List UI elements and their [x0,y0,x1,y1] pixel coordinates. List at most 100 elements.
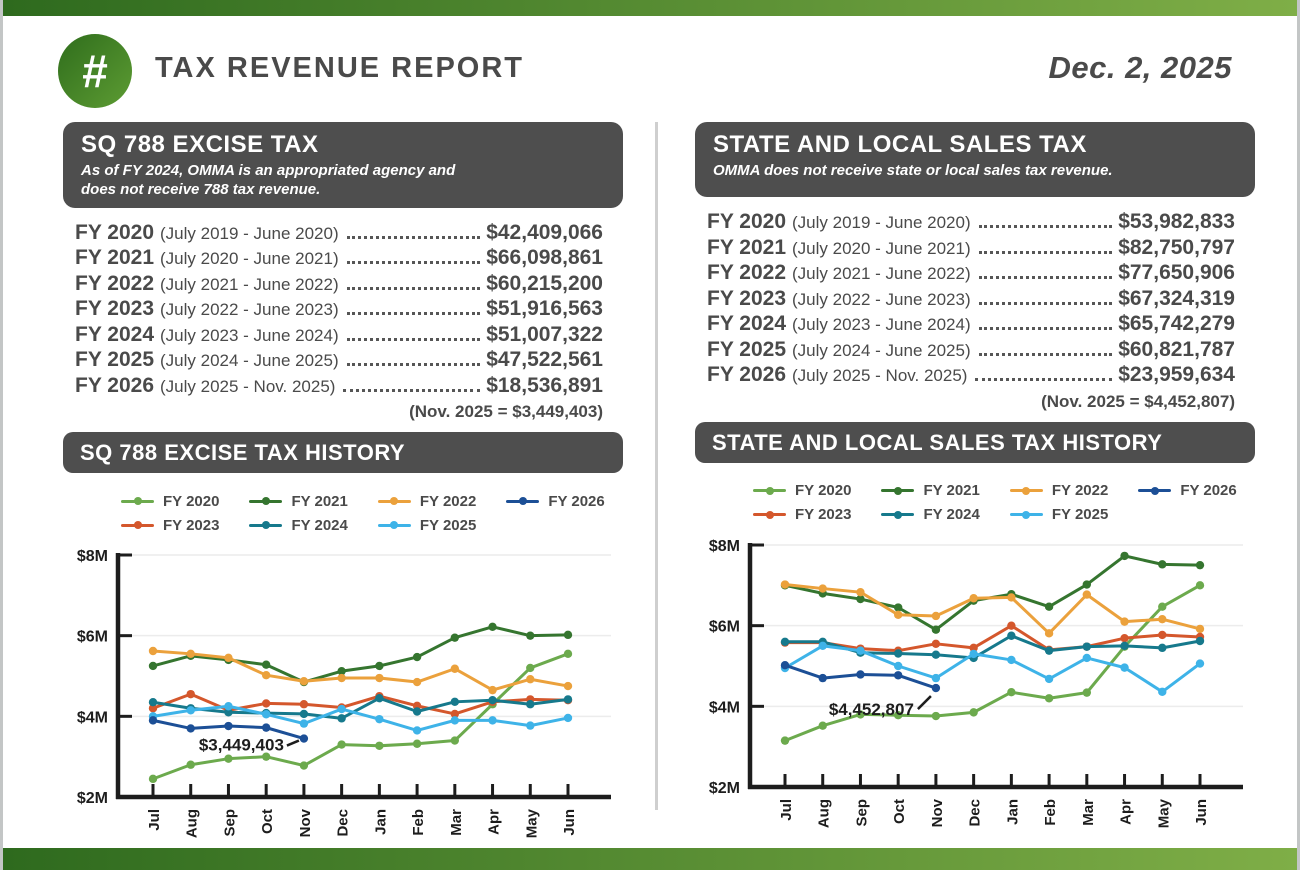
fy-period: (July 2020 - June 2021) [160,249,339,269]
excise-footnote: (Nov. 2025 = $3,449,403) [409,402,603,422]
svg-text:Mar: Mar [1080,798,1097,825]
svg-text:Jan: Jan [372,809,389,835]
legend-label: FY 2023 [163,516,220,534]
fy-label: FY 2020 [707,210,787,233]
legend-marker-icon [1138,489,1172,492]
legend-label: FY 2023 [795,506,852,523]
legend-label: FY 2021 [291,492,348,510]
bottom-accent-bar [3,848,1297,870]
fy-row: FY 2021 (July 2020 - June 2021) $82,750,79… [707,236,1235,262]
legend-marker-icon [121,499,154,503]
fy-amount: $47,522,561 [486,348,603,372]
legend-item: FY 2021 [881,482,980,499]
fy-period: (July 2022 - June 2023) [160,300,339,320]
excise-fy-list: FY 2020 (July 2019 - June 2020) $42,409,06… [63,221,623,400]
excise-chart-legend: FY 2020 FY 2021 FY 2022 FY 2026 FY 2023 FY 20… [63,489,623,537]
svg-text:$4M: $4M [77,709,108,726]
dotted-leader [346,286,481,290]
fy-period: (July 2024 - June 2025) [160,351,339,371]
fy-row: FY 2026 (July 2025 - Nov. 2025) $23,959,63… [707,363,1235,389]
fy-row: FY 2020 (July 2019 - June 2020) $42,409,06… [75,221,603,247]
omma-logo: # [58,34,132,108]
svg-text:Mar: Mar [448,809,465,836]
legend-item: FY 2025 [377,516,477,534]
fy-row: FY 2022 (July 2021 - June 2022) $60,215,20… [75,272,603,298]
fy-amount: $51,007,322 [486,322,603,346]
excise-section-title: SQ 788 EXCISE TAX [81,131,319,158]
report-header: # TAX REVENUE REPORT Dec. 2, 2025 [3,30,1297,116]
legend-item: FY 2026 [506,493,605,510]
svg-text:May: May [523,808,540,838]
svg-text:$6M: $6M [709,618,740,635]
fy-label: FY 2021 [707,235,787,259]
legend-item: FY 2020 [121,493,219,510]
legend-item: FY 2024 [249,516,348,534]
report-date: Dec. 2, 2025 [1048,50,1232,85]
dotted-leader [346,261,481,265]
fy-amount: $67,324,319 [1118,286,1235,310]
fy-period: (July 2025 - Nov. 2025) [160,376,336,396]
legend-marker-icon [506,499,540,503]
dotted-leader [978,352,1113,356]
legend-row: FY 2023 FY 2024 FY 2025 [121,513,623,537]
svg-text:Apr: Apr [1118,798,1135,824]
legend-marker-icon [753,489,786,492]
dotted-leader [978,301,1113,305]
fy-amount: $60,821,787 [1118,337,1235,361]
fy-amount: $23,959,634 [1118,363,1235,386]
fy-row: FY 2022 (July 2021 - June 2022) $77,650,90… [707,261,1235,287]
svg-text:Feb: Feb [1042,799,1059,826]
fy-row: FY 2020 (July 2019 - June 2020) $53,982,83… [707,210,1235,236]
legend-label: FY 2024 [291,516,348,534]
legend-marker-icon [881,489,915,492]
svg-text:$4M: $4M [709,699,740,716]
svg-text:Aug: Aug [816,799,833,828]
fy-amount: $53,982,833 [1118,210,1235,233]
dotted-leader [346,337,481,341]
fy-row: FY 2021 (July 2020 - June 2021) $66,098,86… [75,246,603,272]
svg-text:Jun: Jun [561,809,578,836]
top-accent-bar [3,0,1297,16]
fy-label: FY 2022 [707,261,787,284]
svg-text:Oct: Oct [891,799,908,824]
sales-footnote: (Nov. 2025 = $4,452,807) [1041,391,1235,411]
legend-label: FY 2020 [795,482,852,499]
svg-text:$3,449,403: $3,449,403 [199,736,284,755]
page-title: TAX REVENUE REPORT [155,52,525,84]
fy-period: (July 2020 - June 2021) [792,238,971,258]
legend-label: FY 2025 [419,516,477,534]
legend-label: FY 2022 [419,492,477,510]
fy-row: FY 2026 (July 2025 - Nov. 2025) $18,536,89… [75,374,603,400]
dotted-leader [978,225,1113,228]
fy-label: FY 2026 [707,363,787,386]
sales-tax-panel: STATE AND LOCAL SALES TAX OMMA does not … [695,122,1255,836]
column-divider [655,122,658,810]
svg-text:$4,452,807: $4,452,807 [829,700,914,719]
fy-row: FY 2024 (July 2023 - June 2024) $65,742,27… [707,312,1235,338]
fy-label: FY 2023 [707,286,787,310]
svg-text:Sep: Sep [221,809,238,837]
legend-row: FY 2020 FY 2021 FY 2022 FY 2026 [753,479,1255,503]
legend-marker-icon [121,523,154,527]
fy-period: (July 2022 - June 2023) [792,289,971,309]
fy-label: FY 2023 [75,297,155,321]
legend-item: FY 2021 [249,492,348,510]
svg-text:Dec: Dec [967,799,984,827]
dotted-leader [346,312,481,316]
fy-label: FY 2025 [75,348,155,372]
legend-item: FY 2025 [1009,506,1108,523]
fy-row: FY 2023 (July 2022 - June 2023) $51,916,56… [75,297,603,323]
fy-label: FY 2026 [75,373,155,397]
fy-label: FY 2024 [75,322,155,346]
fy-label: FY 2024 [707,312,787,335]
fy-row: FY 2024 (July 2023 - June 2024) $51,007,32… [75,323,603,349]
fy-label: FY 2020 [75,220,155,244]
legend-item: FY 2024 [881,506,980,523]
dotted-leader [978,276,1113,279]
legend-item: FY 2020 [753,482,851,499]
legend-item: FY 2022 [1009,482,1108,499]
sales-chart-legend: FY 2020 FY 2021 FY 2022 FY 2026 FY 2023 FY 20… [695,479,1255,527]
fy-label: FY 2025 [707,337,787,361]
legend-label: FY 2020 [163,492,220,510]
